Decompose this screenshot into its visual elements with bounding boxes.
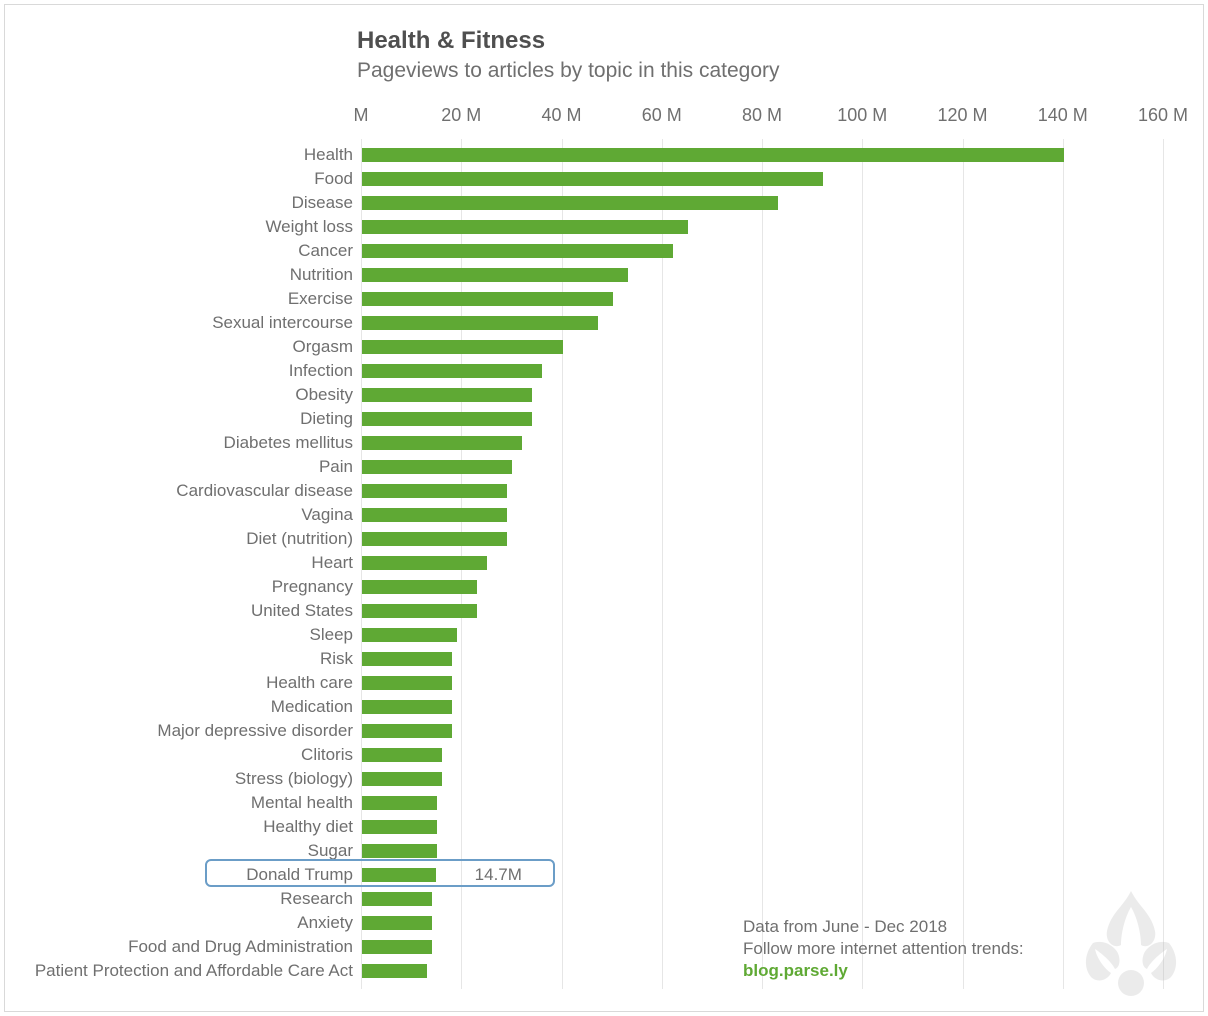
bar-label: Sugar: [308, 841, 353, 861]
footer-source: Data from June - Dec 2018: [743, 917, 947, 937]
bar: [362, 724, 452, 738]
chart-title: Health & Fitness: [357, 27, 545, 55]
bar-label: Pain: [319, 457, 353, 477]
bar: [362, 796, 437, 810]
bar-label: Risk: [320, 649, 353, 669]
bar: [362, 412, 532, 426]
x-axis-tick-label: 60 M: [642, 105, 682, 126]
bar: [362, 148, 1064, 162]
bar-label: United States: [251, 601, 353, 621]
bar-label: Patient Protection and Affordable Care A…: [35, 961, 353, 981]
bar: [362, 220, 688, 234]
bar-label: Clitoris: [301, 745, 353, 765]
x-axis-tick-label: 160 M: [1138, 105, 1188, 126]
bar-label: Dieting: [300, 409, 353, 429]
footer-cta: Follow more internet attention trends:: [743, 939, 1024, 959]
bar: [362, 964, 427, 978]
bar: [362, 940, 432, 954]
gridline: [963, 139, 964, 989]
bar: [362, 892, 432, 906]
bar: [362, 652, 452, 666]
bar-label: Orgasm: [293, 337, 353, 357]
bar: [362, 916, 432, 930]
bar-label: Medication: [271, 697, 353, 717]
bar: [362, 484, 507, 498]
bar-label: Vagina: [301, 505, 353, 525]
bar-label: Food: [314, 169, 353, 189]
bar-label: Sleep: [310, 625, 353, 645]
bar: [362, 196, 778, 210]
gridline: [1163, 139, 1164, 989]
x-axis-tick-label: 40 M: [541, 105, 581, 126]
bar-label: Diabetes mellitus: [224, 433, 353, 453]
bar-label: Health: [304, 145, 353, 165]
x-axis-tick-label: 120 M: [937, 105, 987, 126]
bar: [362, 676, 452, 690]
bar: [362, 340, 563, 354]
gridline: [562, 139, 563, 989]
bar-label: Diet (nutrition): [246, 529, 353, 549]
gridline: [662, 139, 663, 989]
bar-label: Sexual intercourse: [212, 313, 353, 333]
bar: [362, 316, 598, 330]
bar-label: Cardiovascular disease: [176, 481, 353, 501]
bar-label: Pregnancy: [272, 577, 353, 597]
bar-label: Obesity: [295, 385, 353, 405]
bar: [362, 556, 487, 570]
bar: [362, 244, 673, 258]
bar-label: Mental health: [251, 793, 353, 813]
bar: [362, 772, 442, 786]
chart-subtitle: Pageviews to articles by topic in this c…: [357, 59, 780, 83]
x-axis-tick-label: M: [354, 105, 369, 126]
bar: [362, 844, 437, 858]
gridline: [762, 139, 763, 989]
bar: [362, 628, 457, 642]
chart-frame: Health & Fitness Pageviews to articles b…: [4, 4, 1204, 1012]
bar: [362, 508, 507, 522]
bar-label: Healthy diet: [263, 817, 353, 837]
x-axis-tick-label: 80 M: [742, 105, 782, 126]
bar: [362, 820, 437, 834]
bar: [362, 580, 477, 594]
bar: [362, 604, 477, 618]
bar-label: Anxiety: [297, 913, 353, 933]
bar: [362, 532, 507, 546]
bar: [362, 700, 452, 714]
x-axis-tick-label: 140 M: [1038, 105, 1088, 126]
bar-label: Health care: [266, 673, 353, 693]
bar-label: Exercise: [288, 289, 353, 309]
footer-link-text[interactable]: blog.parse.ly: [743, 961, 848, 980]
bar-label: Infection: [289, 361, 353, 381]
footer-link[interactable]: blog.parse.ly: [743, 961, 848, 981]
bar-label: Research: [280, 889, 353, 909]
bar-label: Cancer: [298, 241, 353, 261]
bar-label: Food and Drug Administration: [128, 937, 353, 957]
bar-label: Nutrition: [290, 265, 353, 285]
parsely-logo-icon: [1071, 883, 1191, 1003]
bar-label: Major depressive disorder: [157, 721, 353, 741]
bar-label: Disease: [292, 193, 353, 213]
bar: [362, 364, 542, 378]
highlight-value-label: 14.7M: [475, 865, 522, 885]
x-axis-tick-label: 20 M: [441, 105, 481, 126]
bar-label: Stress (biology): [235, 769, 353, 789]
gridline: [862, 139, 863, 989]
x-axis-tick-label: 100 M: [837, 105, 887, 126]
bar: [362, 388, 532, 402]
gridline: [1063, 139, 1064, 989]
bar: [362, 292, 613, 306]
bar: [362, 172, 823, 186]
bar-label: Weight loss: [265, 217, 353, 237]
bar: [362, 460, 512, 474]
bar: [362, 436, 522, 450]
bar: [362, 748, 442, 762]
bar-label: Heart: [311, 553, 353, 573]
bar: [362, 268, 628, 282]
